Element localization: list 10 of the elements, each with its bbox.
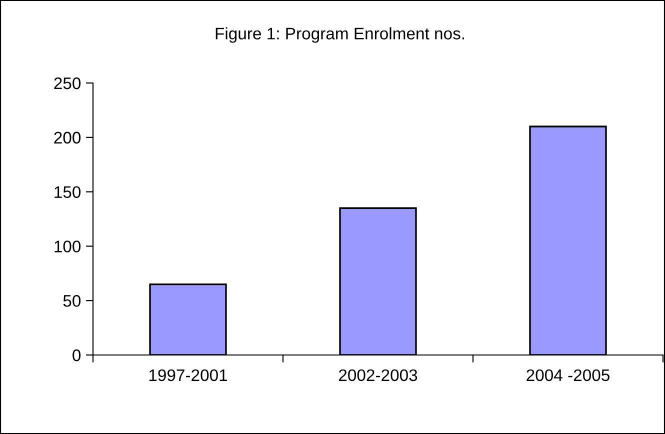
y-tick-label: 200 <box>54 132 81 144</box>
x-tick-label: 1997-2001 <box>149 369 228 382</box>
chart-title: Figure 1: Program Enrolment nos. <box>216 27 464 43</box>
y-tick-label: 50 <box>63 295 81 307</box>
y-tick-label: 0 <box>72 349 81 362</box>
y-tick-label: 100 <box>54 240 81 252</box>
x-tick-label: 2002-2003 <box>338 369 418 382</box>
y-tick-label: 150 <box>54 186 81 198</box>
y-tick-label: 250 <box>54 77 81 90</box>
x-tick-label: 2004 -2005 <box>526 369 610 382</box>
